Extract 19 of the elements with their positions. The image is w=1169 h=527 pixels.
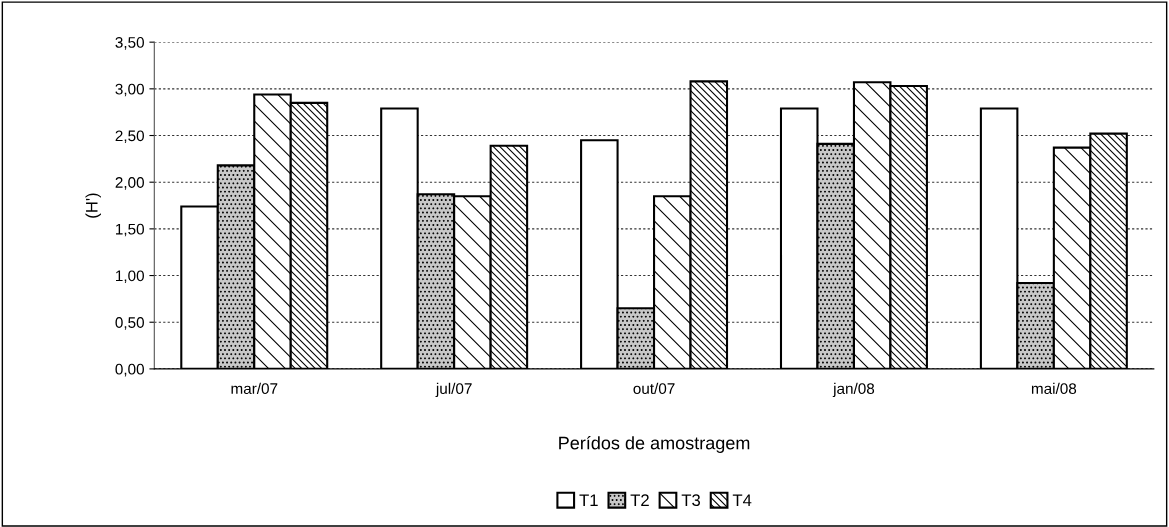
- y-tick-label: 1,50: [116, 223, 144, 237]
- x-tick-label: mai/08: [1031, 382, 1077, 395]
- legend-label: T2: [630, 494, 649, 506]
- x-tick-label: out/07: [633, 382, 675, 395]
- y-tick-label: 0,50: [115, 317, 144, 330]
- y-tick-label: 3,50: [115, 37, 144, 50]
- x-tick-label: jul/07: [435, 382, 472, 398]
- legend-label: T3: [681, 494, 701, 507]
- legend-label: T4: [732, 494, 752, 506]
- y-tick-label: 1,00: [116, 270, 144, 284]
- y-tick-label: 0,00: [115, 363, 144, 377]
- y-tick-label: 3,00: [115, 83, 144, 97]
- y-tick-label: 2,50: [115, 130, 144, 144]
- x-tick-label: jan/08: [832, 382, 875, 398]
- y-tick-label: 2,00: [115, 177, 144, 190]
- y-axis-title: (H'): [85, 193, 101, 218]
- x-axis-title: Perídos de amostragem: [559, 435, 750, 453]
- legend-label: T1: [579, 494, 598, 506]
- x-tick-label: mar/07: [231, 382, 278, 395]
